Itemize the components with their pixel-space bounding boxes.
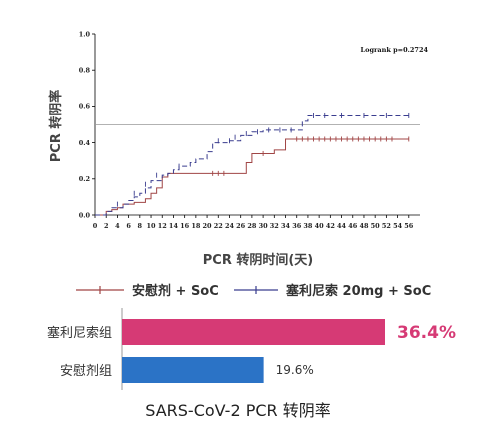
x-tick-label: 20: [203, 222, 213, 230]
bar-value-label: 19.6%: [276, 363, 314, 377]
bar-group: 塞利尼索组 36.4% 安慰剂组 19.6%: [47, 319, 456, 383]
x-tick-label: 52: [382, 222, 391, 230]
x-tick-label: 26: [236, 222, 246, 230]
x-tick-label: 50: [371, 222, 381, 230]
bar-chart: 塞利尼索组 36.4% 安慰剂组 19.6% SARS-CoV-2 PCR 转阴率: [47, 308, 456, 420]
km-series-group: [95, 112, 410, 216]
bar-category-label: 塞利尼索组: [47, 325, 112, 341]
x-tick-label: 12: [158, 222, 167, 230]
bar-chart-title: SARS-CoV-2 PCR 转阴率: [145, 401, 330, 420]
y-tick-label: 0.8: [79, 67, 91, 75]
x-tick-label: 10: [147, 222, 157, 230]
legend-label-seralutinib: 塞利尼索 20mg + SoC: [286, 283, 431, 299]
y-tick-label: 1.0: [79, 30, 91, 38]
x-tick-label: 22: [214, 222, 223, 230]
x-tick-label: 18: [191, 222, 201, 230]
x-tick-label: 32: [270, 222, 279, 230]
x-tick-label: 2: [104, 222, 109, 230]
x-tick-label: 44: [337, 222, 347, 230]
logrank-annotation: Logrank p=0.2724: [361, 46, 429, 54]
x-tick-label: 16: [180, 222, 190, 230]
y-tick-label: 0.0: [79, 211, 91, 219]
y-tick-label: 0.4: [79, 139, 91, 147]
km-series-1-line: [95, 114, 409, 216]
legend-label-placebo: 安慰剂 + SoC: [132, 283, 219, 299]
legend-item-seralutinib: 塞利尼索 20mg + SoC: [234, 283, 431, 299]
x-tick-label: 8: [138, 222, 143, 230]
km-series-0-line: [95, 138, 409, 216]
x-ticks: 0 2 4 6 8 10 12 14 16 18 20 22 24 26 28 30 32 34 36 38 40 42 4…: [93, 215, 414, 230]
legend-item-placebo: 安慰剂 + SoC: [76, 283, 219, 299]
x-tick-label: 40: [315, 222, 325, 230]
y-tick-label: 0.6: [79, 103, 91, 111]
bar: [122, 319, 385, 345]
x-tick-label: 42: [326, 222, 335, 230]
x-tick-label: 54: [393, 222, 403, 230]
x-tick-label: 36: [292, 222, 302, 230]
y-tick-label: 0.2: [79, 175, 90, 183]
x-tick-label: 0: [93, 222, 98, 230]
km-plot: 0.00.20.40.60.81.0 0 2 4 6 8 10 12 14 16 18 20 22 24…: [48, 30, 428, 268]
x-tick-label: 24: [225, 222, 235, 230]
y-ticks: 0.0 0.2 0.4 0.6 0.8 1.0: [79, 30, 95, 219]
bar-value-label: 36.4%: [397, 323, 456, 343]
x-tick-label: 6: [126, 222, 131, 230]
bar-category-label: 安慰剂组: [60, 364, 112, 379]
y-axis-title: PCR 转阴率: [48, 90, 64, 163]
x-tick-label: 28: [247, 222, 257, 230]
x-tick-label: 30: [259, 222, 269, 230]
x-axis-title: PCR 转阴时间(天): [203, 252, 314, 268]
x-tick-label: 38: [303, 222, 313, 230]
x-tick-label: 48: [359, 222, 369, 230]
bar: [122, 357, 264, 383]
legend: 安慰剂 + SoC 塞利尼索 20mg + SoC: [76, 283, 431, 299]
x-tick-label: 4: [115, 222, 120, 230]
x-tick-label: 56: [404, 222, 414, 230]
x-tick-label: 14: [169, 222, 179, 230]
x-tick-label: 46: [348, 222, 358, 230]
x-tick-label: 34: [281, 222, 291, 230]
